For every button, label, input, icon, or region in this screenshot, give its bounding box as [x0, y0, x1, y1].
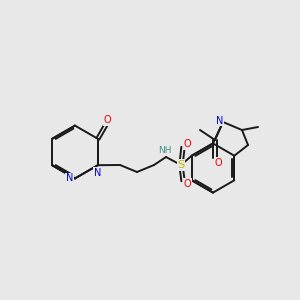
Text: N: N [66, 173, 73, 183]
Text: N: N [94, 168, 102, 178]
Text: N: N [216, 116, 223, 125]
Text: O: O [215, 158, 222, 167]
Text: O: O [104, 115, 111, 125]
Text: O: O [184, 139, 191, 149]
Text: NH: NH [158, 146, 171, 155]
Text: S: S [177, 160, 184, 170]
Text: O: O [184, 179, 191, 189]
